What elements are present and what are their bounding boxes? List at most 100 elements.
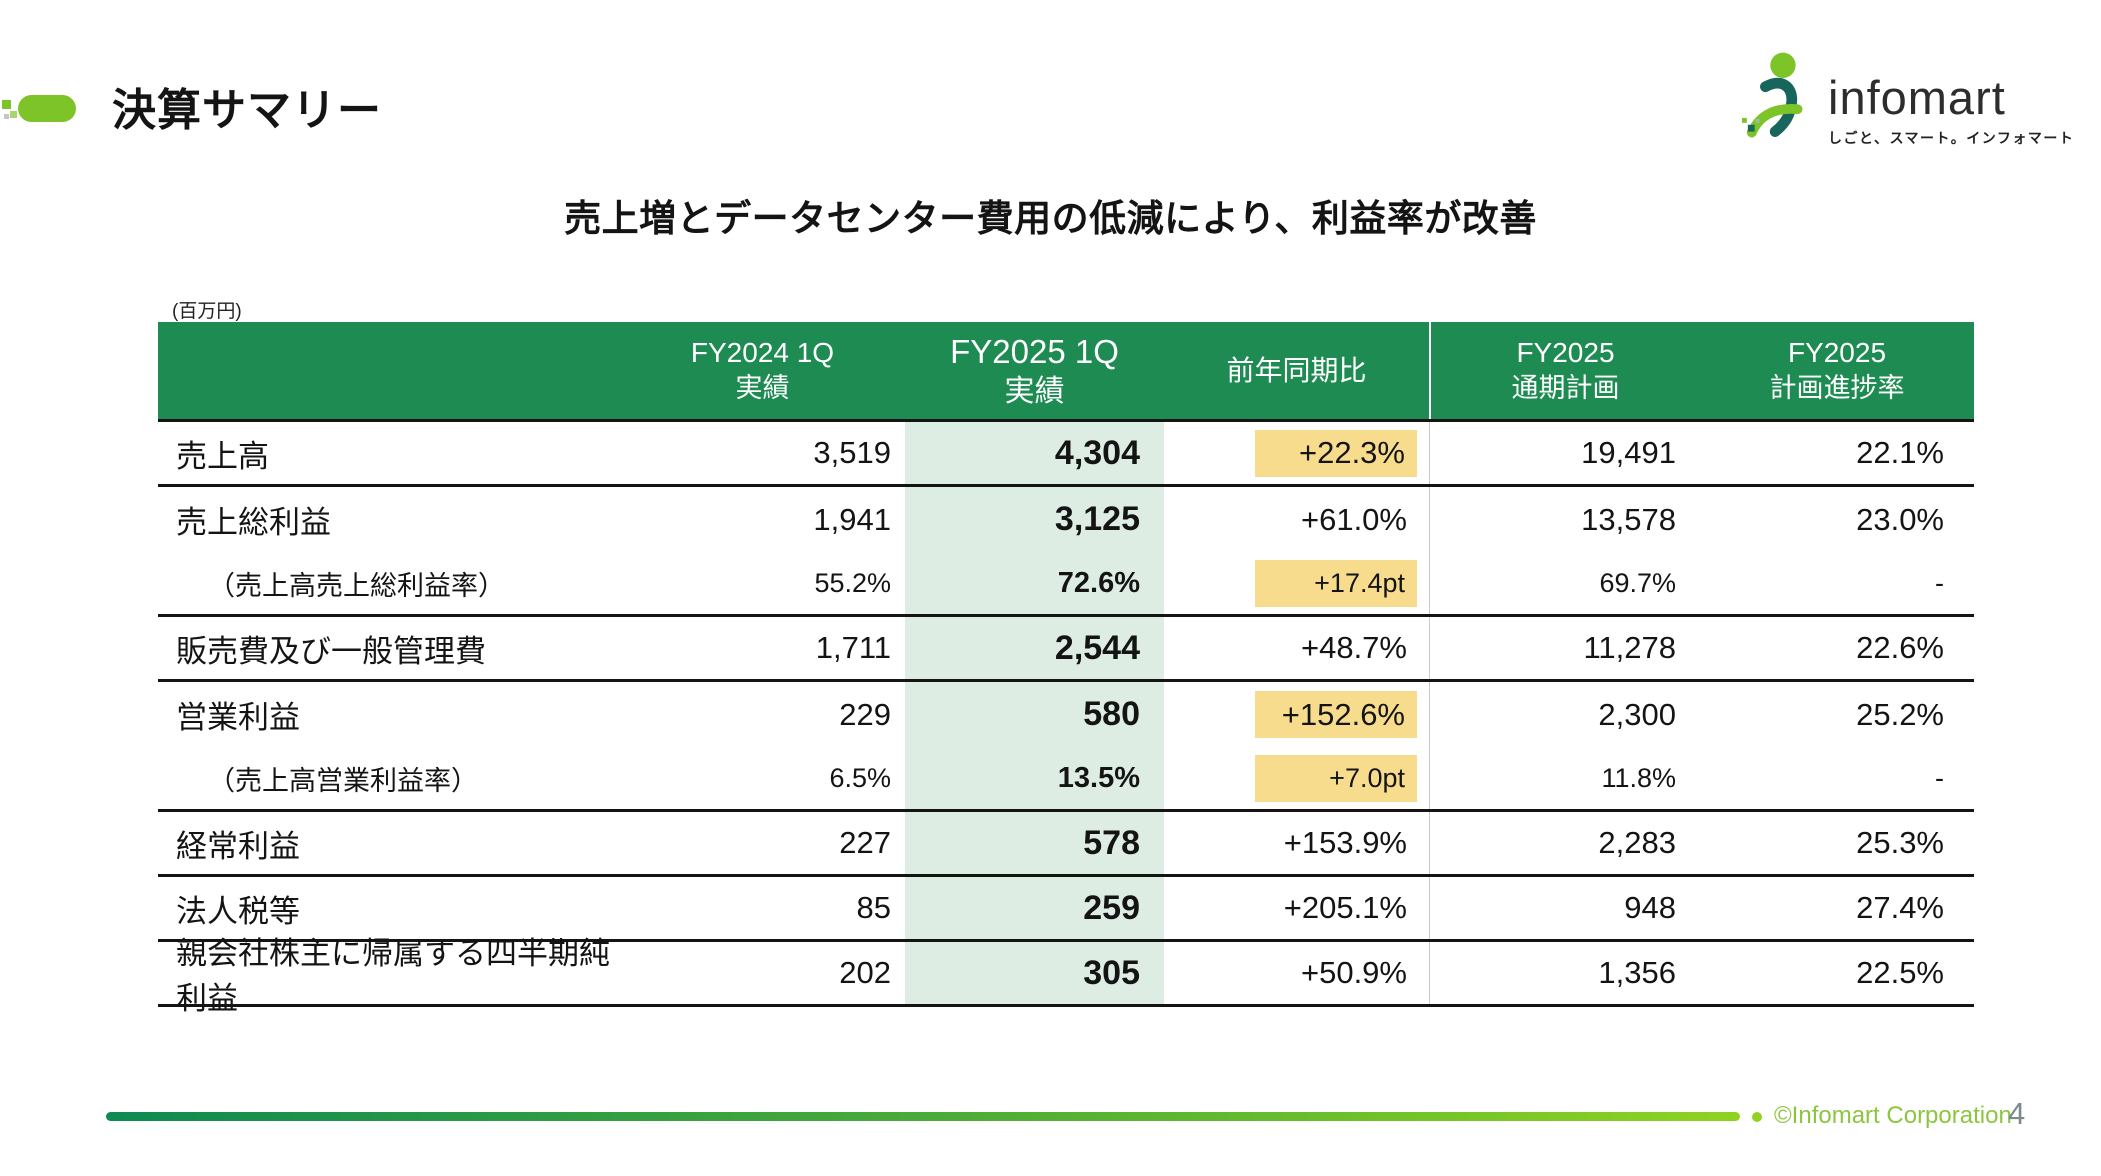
row-label: 法人税等 [176,893,300,929]
column-header-line1: FY2025 [1787,337,1887,368]
cell-fy2024: 227 [839,825,891,860]
cell-fy2024: 3,519 [813,435,891,470]
row-label: 売上総利益 [176,505,331,540]
cell-fy2025: 72.6% [905,552,1164,614]
table-row: （売上高営業利益率） 6.5% 13.5% +7.0pt 11.8% - [158,747,1974,812]
yoy-value: +61.0% [1300,501,1407,537]
table-row: 法人税等 85 259 +205.1% 948 27.4% [158,877,1974,942]
deco-square [4,114,9,119]
table-row: 販売費及び一般管理費 1,711 2,544 +48.7% 11,278 22.… [158,617,1974,682]
row-label: （売上高営業利益率） [208,765,478,796]
yoy-value: +50.9% [1300,955,1407,990]
row-label: 営業利益 [176,700,300,735]
column-header-line1: 前年同期比 [1226,354,1367,386]
column-header-line1: FY2024 1Q [690,337,835,368]
deco-pill [18,95,76,122]
cell-yoy: +152.6% [1164,682,1429,747]
cell-yoy: +50.9% [1164,942,1429,1004]
cell-fy2024: 6.5% [829,762,891,793]
results-table-body: 売上高 3,519 4,304 +22.3% 19,491 22.1% 売上総利… [158,422,1974,1016]
results-table: FY2024 1Q 実績 FY2025 1Q 実績 前年同期比 FY2025 通… [158,322,1974,1016]
copyright: ©Infomart Corporation [1774,1102,2012,1129]
table-row: 営業利益 229 580 +152.6% 2,300 25.2% [158,682,1974,747]
logo-brand: infomart [1828,71,2006,124]
row-label: 売上高 [176,438,269,474]
cell-plan: 1,356 [1429,942,1700,1004]
cell-plan: 2,283 [1429,812,1700,874]
yoy-value: +22.3% [1255,429,1417,477]
cell-yoy: +7.0pt [1164,747,1429,809]
table-header-row: FY2024 1Q 実績 FY2025 1Q 実績 前年同期比 FY2025 通… [158,322,1974,422]
column-header-line1: FY2025 1Q [950,332,1119,370]
slide-subtitle: 売上増とデータセンター費用の低減により、利益率が改善 [564,198,1537,239]
cell-fy2025: 305 [905,942,1164,1004]
infomart-logo: infomart しごと、スマート。インフォマート [1742,50,2074,148]
column-header-fy2025-plan: FY2025 通期計画 [1429,322,1700,419]
header-accent-deco [2,92,82,126]
yoy-value: +48.7% [1300,630,1407,665]
cell-progress: 27.4% [1856,890,1944,925]
cell-progress: 25.3% [1856,825,1944,860]
cell-plan: 11,278 [1429,617,1700,679]
row-label: 親会社株主に帰属する四半期純利益 [176,936,610,1016]
cell-yoy: +205.1% [1164,877,1429,939]
cell-fy2024: 1,941 [813,501,891,537]
cell-plan: 19,491 [1429,422,1700,484]
cell-yoy: +61.0% [1164,487,1429,552]
column-header-line2: 計画進捗率 [1769,373,1905,403]
cell-fy2025: 580 [905,682,1164,747]
cell-plan: 948 [1429,877,1700,939]
column-header-progress: FY2025 計画進捗率 [1700,322,1974,419]
table-row: 売上高 3,519 4,304 +22.3% 19,491 22.1% [158,422,1974,487]
deco-square [10,111,17,118]
table-row: 売上総利益 1,941 3,125 +61.0% 13,578 23.0% [158,487,1974,552]
cell-progress: 22.5% [1856,955,1944,990]
cell-progress: 22.1% [1856,435,1944,470]
cell-plan: 2,300 [1429,682,1700,747]
column-header-yoy: 前年同期比 [1164,322,1429,419]
cell-progress: - [1935,567,1944,598]
cell-plan: 69.7% [1429,552,1700,614]
table-row: 親会社株主に帰属する四半期純利益 202 305 +50.9% 1,356 22… [158,936,1974,1016]
column-header-line2: 実績 [735,373,790,403]
cell-progress: - [1935,762,1944,793]
cell-yoy: +153.9% [1164,812,1429,874]
column-header-label [158,322,620,419]
deco-square [2,100,11,109]
yoy-value: +205.1% [1283,890,1407,925]
yoy-value: +153.9% [1283,825,1407,860]
row-label: （売上高売上総利益率） [208,570,505,601]
yoy-value: +152.6% [1255,691,1417,738]
cell-yoy: +48.7% [1164,617,1429,679]
column-header-fy2024-actual: FY2024 1Q 実績 [620,322,905,419]
cell-fy2024: 85 [856,890,891,925]
cell-progress: 23.0% [1856,501,1944,537]
footer-gradient-line [106,1112,1740,1121]
column-header-line1: FY2025 [1516,337,1615,368]
cell-fy2025: 578 [905,812,1164,874]
cell-fy2024: 202 [839,955,891,990]
page-title: 決算サマリー [112,86,382,135]
table-row: 経常利益 227 578 +153.9% 2,283 25.3% [158,812,1974,877]
logo-text: infomart しごと、スマート。インフォマート [1828,50,2074,148]
cell-fy2025: 3,125 [905,487,1164,552]
row-label: 経常利益 [176,828,300,864]
cell-progress: 22.6% [1856,630,1944,665]
cell-plan: 13,578 [1429,487,1700,552]
cell-progress: 25.2% [1856,696,1944,732]
footer-dot [1752,1112,1762,1122]
logo-tagline: しごと、スマート。インフォマート [1828,130,2075,146]
unit-note: (百万円) [172,301,242,322]
row-label: 販売費及び一般管理費 [176,633,486,669]
column-header-fy2025-actual: FY2025 1Q 実績 [905,322,1164,419]
logo-person-icon [1742,52,1803,138]
cell-plan: 11.8% [1429,747,1700,809]
cell-yoy: +22.3% [1164,422,1429,484]
cell-yoy: +17.4pt [1164,552,1429,614]
cell-fy2024: 55.2% [814,567,891,598]
cell-fy2024: 229 [839,696,891,732]
cell-fy2025: 13.5% [905,747,1164,809]
column-header-line2: 実績 [1004,374,1065,408]
cell-fy2025: 4,304 [905,422,1164,484]
